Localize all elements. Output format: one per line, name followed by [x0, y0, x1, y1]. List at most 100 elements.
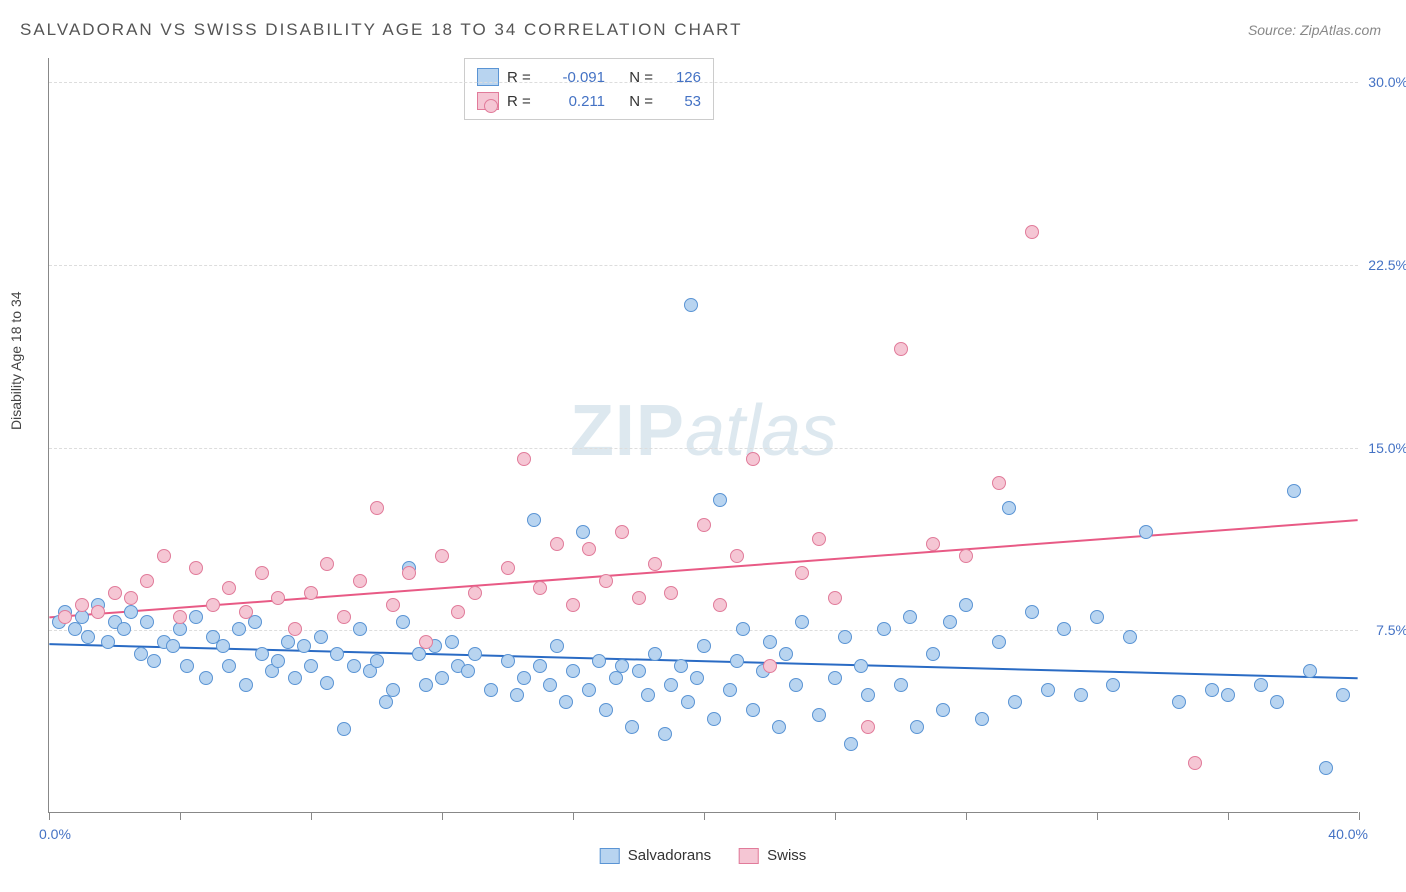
data-point — [609, 671, 623, 685]
legend-r-value: 0.211 — [545, 93, 605, 110]
data-point — [1025, 225, 1039, 239]
data-point — [844, 737, 858, 751]
data-point — [353, 574, 367, 588]
data-point — [157, 549, 171, 563]
data-point — [370, 654, 384, 668]
data-point — [658, 727, 672, 741]
data-point — [592, 654, 606, 668]
data-point — [723, 683, 737, 697]
data-point — [632, 591, 646, 605]
chart-title: SALVADORAN VS SWISS DISABILITY AGE 18 TO… — [20, 20, 743, 40]
data-point — [1270, 695, 1284, 709]
data-point — [615, 525, 629, 539]
data-point — [1254, 678, 1268, 692]
data-point — [681, 695, 695, 709]
data-point — [379, 695, 393, 709]
plot-area: ZIPatlas R =-0.091N =126R =0.211N =53 0.… — [48, 58, 1358, 813]
legend-row: R =0.211N =53 — [477, 89, 701, 113]
data-point — [713, 598, 727, 612]
data-point — [501, 654, 515, 668]
data-point — [1002, 501, 1016, 515]
data-point — [763, 659, 777, 673]
data-point — [566, 664, 580, 678]
data-point — [180, 659, 194, 673]
data-point — [451, 605, 465, 619]
legend-item: Salvadorans — [600, 847, 711, 864]
data-point — [730, 549, 744, 563]
source-attribution: Source: ZipAtlas.com — [1248, 22, 1381, 38]
data-point — [1303, 664, 1317, 678]
data-point — [166, 639, 180, 653]
data-point — [550, 537, 564, 551]
data-point — [402, 566, 416, 580]
data-point — [1106, 678, 1120, 692]
data-point — [894, 678, 908, 692]
data-point — [582, 683, 596, 697]
source-value: ZipAtlas.com — [1300, 22, 1381, 38]
data-point — [664, 678, 678, 692]
series-legend: SalvadoransSwiss — [600, 847, 807, 864]
x-tick — [966, 812, 967, 820]
data-point — [337, 610, 351, 624]
data-point — [304, 659, 318, 673]
x-tick — [180, 812, 181, 820]
data-point — [239, 605, 253, 619]
data-point — [461, 664, 475, 678]
data-point — [582, 542, 596, 556]
data-point — [812, 532, 826, 546]
data-point — [517, 452, 531, 466]
data-point — [559, 695, 573, 709]
data-point — [894, 342, 908, 356]
legend-n-label: N = — [623, 93, 653, 110]
data-point — [795, 566, 809, 580]
data-point — [566, 598, 580, 612]
data-point — [713, 493, 727, 507]
trendlines-svg — [49, 58, 1358, 812]
data-point — [1319, 761, 1333, 775]
x-tick — [311, 812, 312, 820]
data-point — [117, 622, 131, 636]
data-point — [1139, 525, 1153, 539]
data-point — [173, 610, 187, 624]
data-point — [625, 720, 639, 734]
data-point — [314, 630, 328, 644]
data-point — [271, 654, 285, 668]
x-tick — [1097, 812, 1098, 820]
data-point — [101, 635, 115, 649]
x-tick — [1359, 812, 1360, 820]
data-point — [599, 574, 613, 588]
data-point — [697, 639, 711, 653]
legend-label: Salvadorans — [628, 847, 711, 864]
y-tick-label: 22.5% — [1362, 257, 1406, 273]
x-tick — [1228, 812, 1229, 820]
correlation-legend: R =-0.091N =126R =0.211N =53 — [464, 58, 714, 120]
data-point — [255, 647, 269, 661]
data-point — [330, 647, 344, 661]
data-point — [353, 622, 367, 636]
data-point — [419, 635, 433, 649]
gridline — [49, 265, 1358, 266]
data-point — [445, 635, 459, 649]
data-point — [189, 610, 203, 624]
watermark: ZIPatlas — [570, 390, 837, 472]
data-point — [1041, 683, 1055, 697]
data-point — [386, 598, 400, 612]
data-point — [1188, 756, 1202, 770]
data-point — [386, 683, 400, 697]
data-point — [975, 712, 989, 726]
data-point — [926, 537, 940, 551]
data-point — [140, 615, 154, 629]
legend-swatch — [739, 848, 759, 864]
data-point — [320, 676, 334, 690]
data-point — [147, 654, 161, 668]
data-point — [684, 298, 698, 312]
data-point — [746, 452, 760, 466]
data-point — [75, 598, 89, 612]
y-tick-label: 15.0% — [1362, 440, 1406, 456]
data-point — [861, 688, 875, 702]
data-point — [297, 639, 311, 653]
data-point — [599, 703, 613, 717]
x-axis-min-label: 0.0% — [39, 826, 71, 842]
data-point — [91, 605, 105, 619]
data-point — [435, 671, 449, 685]
